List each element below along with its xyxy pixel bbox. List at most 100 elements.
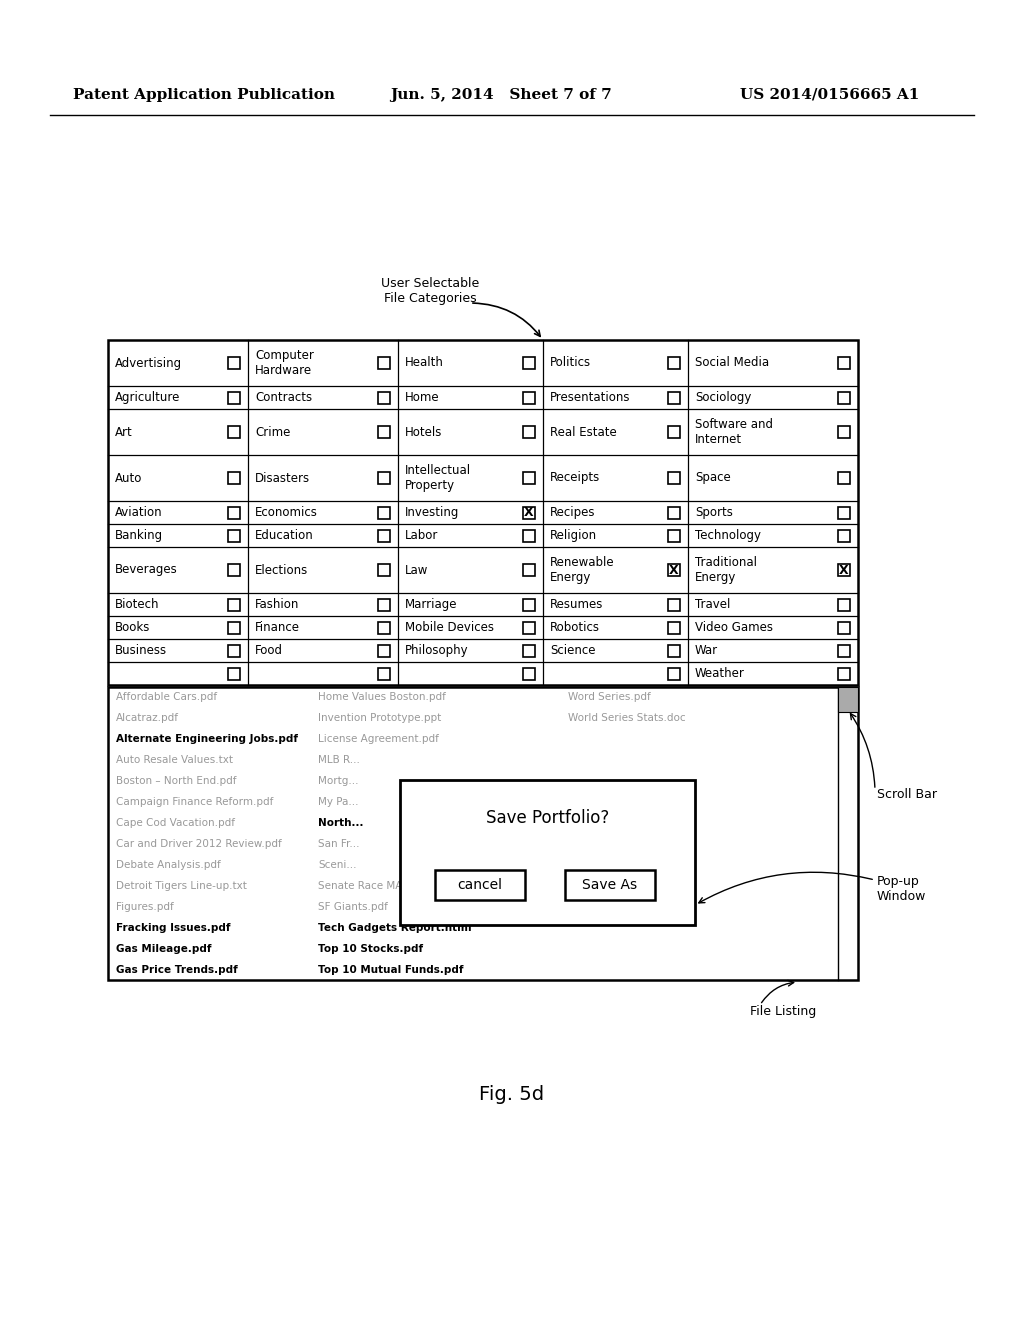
Text: SF Giants.pdf: SF Giants.pdf <box>318 902 388 912</box>
Text: Philosophy: Philosophy <box>406 644 469 657</box>
Text: Business: Business <box>115 644 167 657</box>
Text: Beverages: Beverages <box>115 564 178 577</box>
Text: Sociology: Sociology <box>695 391 752 404</box>
Text: X: X <box>670 564 679 577</box>
Bar <box>838 644 850 656</box>
Text: Cape Cod Vacation.pdf: Cape Cod Vacation.pdf <box>116 818 234 828</box>
Text: Space: Space <box>695 471 731 484</box>
Text: Car and Driver 2012 Review.pdf: Car and Driver 2012 Review.pdf <box>116 840 282 849</box>
Bar <box>108 341 858 685</box>
Bar <box>523 473 535 484</box>
Bar <box>838 529 850 541</box>
Bar <box>668 426 680 438</box>
Text: Campaign Finance Reform.pdf: Campaign Finance Reform.pdf <box>116 797 273 807</box>
Text: Affordable Cars.pdf: Affordable Cars.pdf <box>116 693 217 702</box>
Bar <box>228 473 240 484</box>
Bar <box>838 507 850 519</box>
Text: Travel: Travel <box>695 598 730 611</box>
Text: Technology: Technology <box>695 529 761 543</box>
Text: Gas Price Trends.pdf: Gas Price Trends.pdf <box>116 965 238 974</box>
Bar <box>668 473 680 484</box>
Bar <box>435 870 525 900</box>
Text: Save As: Save As <box>583 878 638 892</box>
Text: Finance: Finance <box>255 620 300 634</box>
Text: Tech Gadgets Report.html: Tech Gadgets Report.html <box>318 923 472 933</box>
Bar <box>378 644 390 656</box>
Text: My Pa...: My Pa... <box>318 797 358 807</box>
Bar <box>668 564 680 576</box>
Bar <box>523 529 535 541</box>
Text: Home: Home <box>406 391 439 404</box>
Bar <box>668 356 680 370</box>
Text: Banking: Banking <box>115 529 163 543</box>
Text: Top 10 Stocks.pdf: Top 10 Stocks.pdf <box>318 944 423 953</box>
Text: Renewable
Energy: Renewable Energy <box>550 556 614 583</box>
Text: Mobile Devices: Mobile Devices <box>406 620 494 634</box>
Text: Word Series.pdf: Word Series.pdf <box>568 693 650 702</box>
Bar <box>523 564 535 576</box>
Bar <box>228 529 240 541</box>
Text: Advertising: Advertising <box>115 356 182 370</box>
Bar <box>378 507 390 519</box>
Bar <box>523 392 535 404</box>
Bar <box>228 426 240 438</box>
Bar <box>228 564 240 576</box>
Text: Auto: Auto <box>115 471 142 484</box>
Bar <box>565 870 655 900</box>
Bar <box>228 356 240 370</box>
Text: Hotels: Hotels <box>406 425 442 438</box>
Bar <box>838 392 850 404</box>
Text: Fracking Issues.pdf: Fracking Issues.pdf <box>116 923 230 933</box>
Text: Fig. 5d: Fig. 5d <box>479 1085 545 1105</box>
Text: Aviation: Aviation <box>115 506 163 519</box>
Bar <box>523 426 535 438</box>
Text: Books: Books <box>115 620 151 634</box>
Bar <box>378 426 390 438</box>
Bar <box>838 668 850 680</box>
Bar <box>668 668 680 680</box>
Bar <box>838 356 850 370</box>
Text: User Selectable
File Categories: User Selectable File Categories <box>381 277 479 305</box>
Text: cancel: cancel <box>458 878 503 892</box>
Bar <box>108 686 858 979</box>
Bar <box>523 644 535 656</box>
Bar <box>378 598 390 610</box>
Text: File Listing: File Listing <box>750 1005 816 1018</box>
Text: Traditional
Energy: Traditional Energy <box>695 556 757 583</box>
Text: Crime: Crime <box>255 425 291 438</box>
Text: Sceni...: Sceni... <box>318 859 356 870</box>
Bar <box>668 644 680 656</box>
Text: Home Values Boston.pdf: Home Values Boston.pdf <box>318 693 445 702</box>
Text: Marriage: Marriage <box>406 598 458 611</box>
Text: Gas Mileage.pdf: Gas Mileage.pdf <box>116 944 212 953</box>
Text: Invention Prototype.ppt: Invention Prototype.ppt <box>318 713 441 723</box>
Text: Senate Race MA.pdf: Senate Race MA.pdf <box>318 880 423 891</box>
Text: Presentations: Presentations <box>550 391 631 404</box>
Text: US 2014/0156665 A1: US 2014/0156665 A1 <box>740 88 920 102</box>
Bar <box>523 356 535 370</box>
Text: Disasters: Disasters <box>255 471 310 484</box>
Bar <box>378 529 390 541</box>
Bar <box>523 622 535 634</box>
Text: Weather: Weather <box>695 667 744 680</box>
Text: MLB R...: MLB R... <box>318 755 359 766</box>
Bar <box>228 598 240 610</box>
Text: Intellectual
Property: Intellectual Property <box>406 465 471 492</box>
Text: Sports: Sports <box>695 506 733 519</box>
Text: Education: Education <box>255 529 313 543</box>
Text: Biotech: Biotech <box>115 598 160 611</box>
Bar <box>523 507 535 519</box>
Bar <box>228 644 240 656</box>
Bar <box>838 598 850 610</box>
Bar <box>668 507 680 519</box>
Text: Alternate Engineering Jobs.pdf: Alternate Engineering Jobs.pdf <box>116 734 298 744</box>
Text: San Fr...: San Fr... <box>318 840 359 849</box>
Bar <box>668 392 680 404</box>
Text: Fashion: Fashion <box>255 598 299 611</box>
Bar <box>378 473 390 484</box>
Text: Receipts: Receipts <box>550 471 600 484</box>
Text: Science: Science <box>550 644 596 657</box>
Bar <box>668 598 680 610</box>
Text: Debate Analysis.pdf: Debate Analysis.pdf <box>116 859 221 870</box>
Bar <box>668 529 680 541</box>
